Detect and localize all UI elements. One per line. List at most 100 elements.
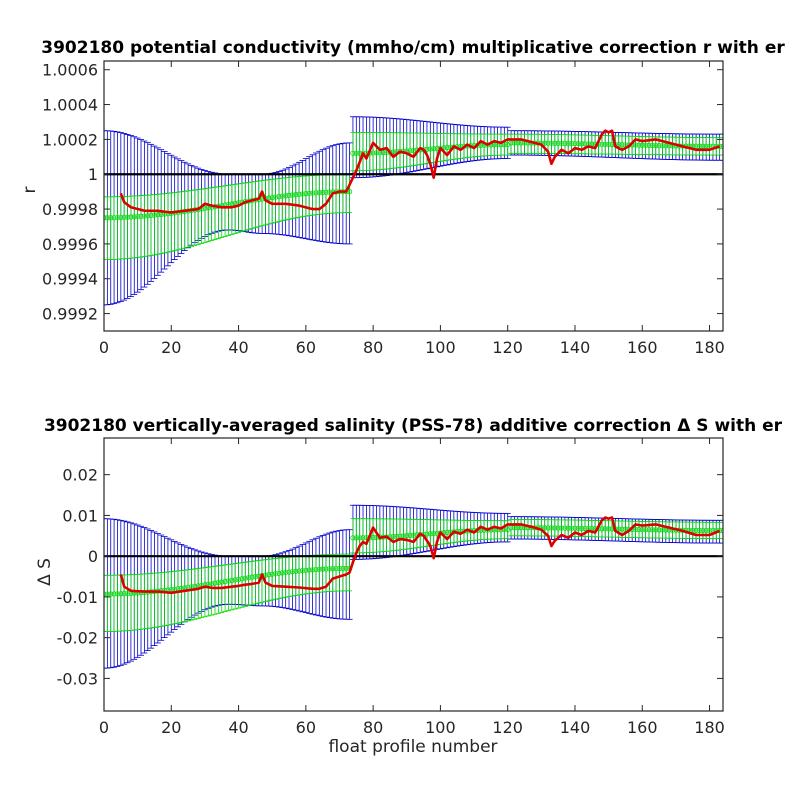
- green-marker: [606, 526, 612, 532]
- green-marker: [370, 150, 376, 156]
- green-marker: [602, 141, 608, 147]
- green-marker: [289, 192, 295, 198]
- green-marker: [431, 530, 437, 537]
- green-marker: [427, 146, 433, 152]
- green-marker: [266, 195, 272, 201]
- y-tick-label: 1: [88, 165, 98, 184]
- green-marker: [542, 140, 548, 146]
- y-tick-label: 1.0006: [42, 61, 98, 80]
- green-marker: [552, 140, 558, 146]
- green-marker: [491, 142, 497, 148]
- green-marker: [330, 566, 336, 572]
- green-marker: [632, 526, 639, 533]
- x-tick-label: 0: [99, 338, 109, 357]
- red-correction-line: [119, 516, 721, 595]
- green-marker: [636, 526, 642, 533]
- x-tick-label: 80: [363, 338, 383, 357]
- green-marker: [575, 141, 581, 147]
- green-marker: [104, 591, 110, 597]
- green-marker: [340, 565, 346, 572]
- green-marker: [309, 567, 316, 573]
- green-marker: [542, 525, 548, 531]
- green-marker: [124, 214, 131, 220]
- green-marker: [114, 591, 121, 597]
- green-marker: [616, 526, 622, 532]
- x-tick-label: 80: [363, 718, 383, 737]
- green-marker: [242, 575, 248, 581]
- green-marker: [323, 566, 329, 572]
- green-marker: [407, 532, 413, 538]
- green-marker: [309, 190, 316, 196]
- data-layer: [104, 116, 723, 306]
- green-marker: [108, 215, 114, 221]
- y-tick-label: 0.01: [62, 506, 98, 525]
- y-tick-label: 0.9992: [42, 305, 98, 324]
- green-marker: [239, 576, 245, 582]
- green-marker: [649, 527, 655, 533]
- green-marker: [145, 213, 151, 219]
- green-marker: [653, 142, 659, 149]
- green-marker: [410, 147, 417, 154]
- conductivity-correction-panel: 3902180 potential conductivity (mmho/cm)…: [20, 38, 785, 357]
- green-marker: [606, 141, 612, 147]
- green-marker: [276, 194, 282, 200]
- green-marker: [108, 591, 114, 597]
- x-tick-label: 160: [627, 718, 658, 737]
- green-marker: [427, 531, 433, 537]
- green-marker: [104, 215, 110, 221]
- green-marker: [323, 189, 329, 195]
- green-marker: [353, 535, 359, 541]
- green-marker: [202, 205, 208, 211]
- green-marker: [643, 142, 649, 148]
- green-marker: [138, 213, 144, 219]
- green-marker: [639, 142, 645, 148]
- y-tick-label: 0.9998: [42, 200, 98, 219]
- green-marker: [562, 525, 568, 531]
- green-marker: [219, 579, 225, 585]
- green-marker: [696, 527, 703, 534]
- green-marker: [283, 569, 289, 576]
- green-marker: [286, 569, 292, 575]
- green-marker: [299, 568, 306, 574]
- green-marker: [269, 571, 275, 577]
- green-marker: [579, 525, 585, 531]
- x-tick-label: 180: [694, 718, 725, 737]
- green-marker: [353, 150, 359, 156]
- green-marker: [266, 572, 272, 578]
- chart-title: 3902180 potential conductivity (mmho/cm)…: [41, 38, 785, 58]
- green-marker: [572, 525, 578, 531]
- green-marker: [424, 531, 430, 537]
- green-marker: [316, 190, 322, 196]
- y-axis-label: r: [20, 187, 40, 194]
- axes-frame: [103, 60, 724, 332]
- green-marker: [235, 576, 242, 582]
- x-tick-label: 40: [228, 718, 248, 737]
- green-marker: [124, 590, 131, 597]
- red-correction-line: [119, 129, 721, 214]
- green-marker: [400, 533, 407, 539]
- green-marker: [229, 577, 235, 583]
- green-marker: [484, 142, 491, 148]
- green-marker: [646, 527, 652, 533]
- green-marker: [111, 591, 117, 597]
- green-marker: [565, 140, 571, 147]
- axes-frame: [103, 437, 724, 712]
- green-marker: [246, 575, 252, 581]
- green-marker: [135, 213, 141, 220]
- green-marker: [326, 189, 332, 195]
- green-marker: [659, 527, 666, 533]
- x-tick-label: 140: [560, 718, 591, 737]
- green-marker: [555, 140, 561, 146]
- green-marker: [336, 565, 343, 572]
- green-marker: [656, 527, 662, 533]
- green-marker: [296, 568, 302, 574]
- green-marker: [562, 140, 568, 146]
- green-marker: [155, 212, 161, 218]
- y-tick-label: 0.9994: [42, 270, 98, 289]
- green-marker: [548, 140, 555, 146]
- green-marker: [690, 527, 696, 533]
- x-tick-label: 120: [492, 338, 523, 357]
- green-marker: [404, 533, 410, 539]
- x-tick-label: 160: [627, 338, 658, 357]
- green-marker: [289, 569, 295, 575]
